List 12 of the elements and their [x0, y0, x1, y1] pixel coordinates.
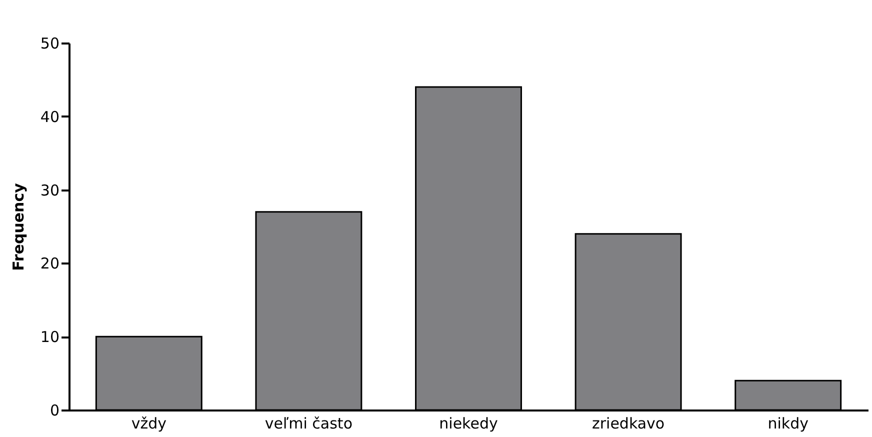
- y-tick-label: 30: [40, 181, 60, 200]
- y-tick-label: 50: [40, 34, 60, 52]
- y-axis-title: Frequency: [9, 182, 28, 271]
- x-tick-label: niekedy: [439, 414, 498, 432]
- x-tick-label: vždy: [131, 414, 167, 432]
- y-tick-label: 20: [40, 254, 60, 273]
- y-tick-label: 0: [50, 402, 60, 420]
- x-tick-label: veľmi často: [264, 414, 352, 432]
- y-tick-label: 10: [40, 328, 60, 346]
- x-tick-label: nikdy: [768, 414, 809, 432]
- y-tick-label: 40: [40, 108, 60, 126]
- x-tick-label: zriedkavo: [592, 414, 665, 432]
